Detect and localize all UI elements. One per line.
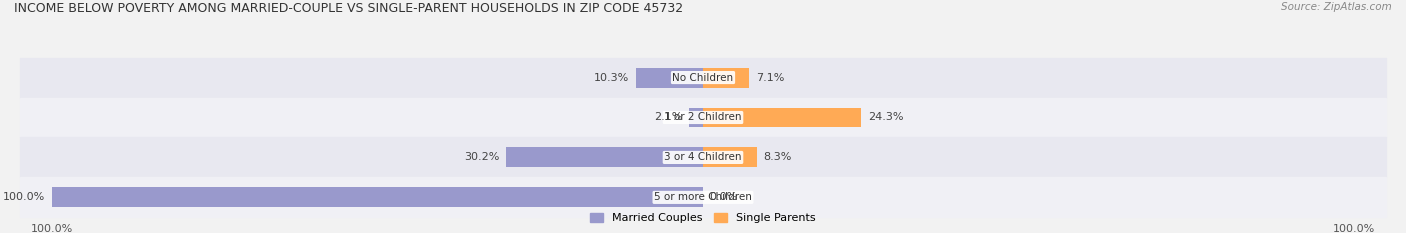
Text: 100.0%: 100.0% — [3, 192, 45, 202]
Text: 5 or more Children: 5 or more Children — [654, 192, 752, 202]
Text: 2.1%: 2.1% — [654, 113, 683, 123]
Bar — [20, 98, 1386, 137]
Bar — [506, 147, 703, 168]
Bar — [20, 58, 1386, 98]
Text: 7.1%: 7.1% — [756, 72, 785, 82]
Bar — [703, 68, 749, 88]
Legend: Married Couples, Single Parents: Married Couples, Single Parents — [586, 208, 820, 227]
Text: 10.3%: 10.3% — [595, 72, 630, 82]
Bar — [20, 137, 1386, 177]
Text: 24.3%: 24.3% — [868, 113, 903, 123]
Bar — [20, 177, 1386, 217]
Text: 8.3%: 8.3% — [763, 152, 792, 162]
Text: Source: ZipAtlas.com: Source: ZipAtlas.com — [1281, 2, 1392, 12]
Text: 30.2%: 30.2% — [464, 152, 501, 162]
Bar — [636, 68, 703, 88]
Bar — [703, 147, 756, 168]
Text: INCOME BELOW POVERTY AMONG MARRIED-COUPLE VS SINGLE-PARENT HOUSEHOLDS IN ZIP COD: INCOME BELOW POVERTY AMONG MARRIED-COUPL… — [14, 2, 683, 15]
Text: 3 or 4 Children: 3 or 4 Children — [664, 152, 742, 162]
Bar — [689, 107, 703, 127]
Text: 1 or 2 Children: 1 or 2 Children — [664, 113, 742, 123]
Bar — [52, 187, 703, 207]
Bar — [703, 107, 860, 127]
Text: No Children: No Children — [672, 72, 734, 82]
Text: 0.0%: 0.0% — [710, 192, 738, 202]
